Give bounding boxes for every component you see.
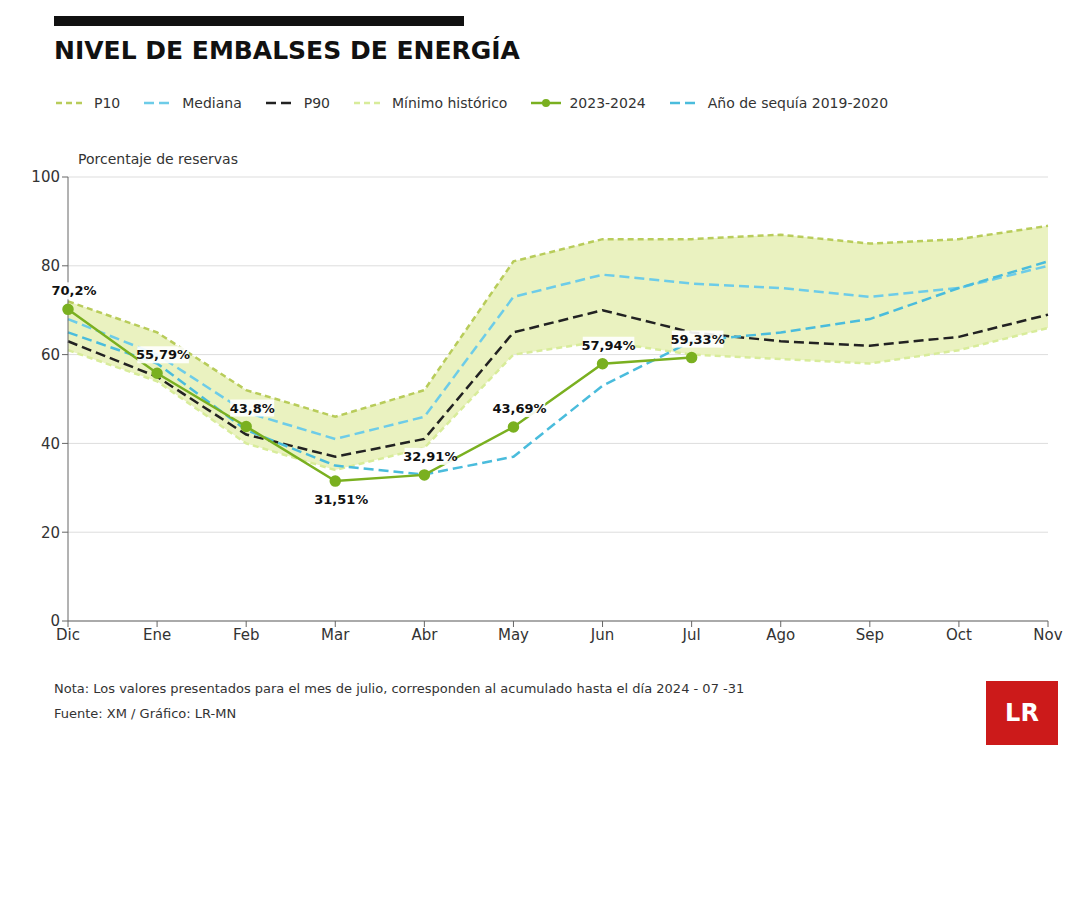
svg-text:Feb: Feb: [233, 626, 260, 644]
svg-text:Ago: Ago: [766, 626, 795, 644]
html-text:Fuente: XM / Gráfico: LR-MN: Fuente: XM / Gráfico: LR-MN: [54, 706, 237, 721]
html-text:Nota: Los valores presentados: Nota: Los valores presentados para el me…: [54, 681, 745, 696]
html-text:Mínimo histórico: Mínimo histórico: [392, 95, 508, 111]
svg-text:Ene: Ene: [143, 626, 171, 644]
html-text:P10: P10: [94, 95, 121, 111]
html-text:Porcentaje de reservas: Porcentaje de reservas: [78, 151, 238, 167]
html-text:LR: LR: [1005, 699, 1039, 727]
svg-text:May: May: [498, 626, 529, 644]
svg-text:0: 0: [50, 612, 60, 630]
svg-text:31,51%: 31,51%: [314, 492, 368, 507]
svg-text:Dic: Dic: [56, 625, 80, 644]
svg-text:60: 60: [41, 346, 60, 364]
svg-text:32,91%: 32,91%: [403, 449, 457, 464]
svg-text:Nov: Nov: [1033, 626, 1062, 644]
svg-text:40: 40: [41, 435, 60, 453]
html-text:2023-2024: 2023-2024: [569, 95, 646, 111]
html-text:Mediana: Mediana: [182, 95, 242, 111]
svg-text:57,94%: 57,94%: [581, 338, 635, 353]
svg-text:70,2%: 70,2%: [51, 283, 96, 298]
svg-text:100: 100: [31, 168, 60, 186]
svg-text:20: 20: [41, 524, 60, 542]
html-text:NIVEL DE EMBALSES DE ENERGÍA: NIVEL DE EMBALSES DE ENERGÍA: [54, 36, 520, 65]
svg-text:55,79%: 55,79%: [136, 347, 190, 362]
svg-text:Abr: Abr: [411, 626, 438, 644]
html-text:P90: P90: [303, 95, 330, 111]
svg-text:43,8%: 43,8%: [230, 401, 275, 416]
html-text:Año de sequía 2019-2020: Año de sequía 2019-2020: [707, 95, 889, 111]
svg-text:Oct: Oct: [946, 626, 972, 644]
svg-text:80: 80: [41, 257, 60, 275]
svg-text:Jun: Jun: [590, 626, 614, 644]
svg-text:Mar: Mar: [321, 626, 350, 644]
svg-text:Jul: Jul: [682, 626, 701, 644]
svg-text:59,33%: 59,33%: [671, 332, 725, 347]
svg-text:43,69%: 43,69%: [492, 401, 546, 416]
svg-text:Sep: Sep: [856, 626, 884, 644]
